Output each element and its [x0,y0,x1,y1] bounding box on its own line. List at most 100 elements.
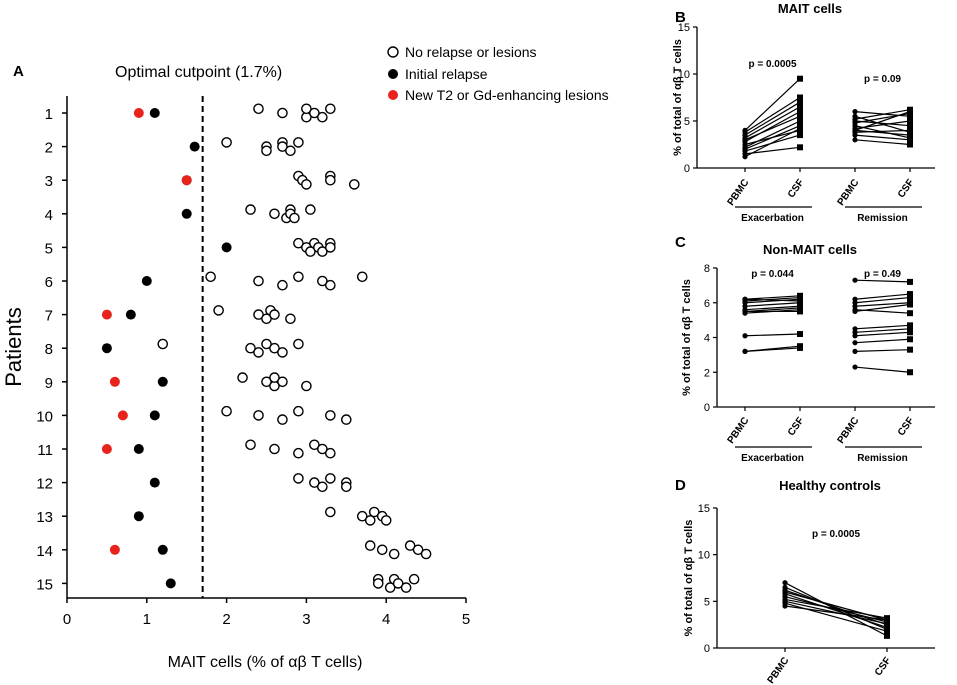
point-csf [797,103,803,110]
a-x-tick-label: 4 [382,611,390,628]
a-point-no-relapse [309,107,320,119]
a-point-no-relapse [301,179,312,190]
pair-line [854,120,911,127]
a-point-no-relapse [293,473,304,484]
a-point-no-relapse [261,313,272,325]
cutpoint-title: Optimal cutpoint (1.7%) [115,64,282,81]
a-point-no-relapse [404,540,416,551]
point-csf [797,303,803,310]
group-label: Remission [857,213,908,224]
y-tick-label: 5 [704,596,710,608]
pair-line [854,324,911,330]
point-csf [797,127,803,134]
point-csf [797,308,803,315]
a-point-no-relapse [305,246,316,257]
point-csf [797,75,803,82]
a-point-no-relapse [364,515,376,526]
point-csf [907,122,913,129]
y-axis-label: % of total of αβ T cells [683,520,695,637]
a-point-no-relapse [325,410,336,421]
pair-line [854,279,911,283]
pair-line [854,139,911,146]
a-y-label: Patients [1,307,26,387]
a-point-no-relapse [245,439,256,451]
a-point-no-relapse [213,305,224,316]
point-csf [907,134,913,141]
y-tick-label: 0 [684,163,690,175]
a-point-new-lesions [101,309,112,320]
a-point-no-relapse [245,342,256,354]
a-point-no-relapse [325,447,336,459]
pair-line [854,134,911,141]
point-csf [797,118,803,124]
a-point-no-relapse [325,242,336,253]
pair-line [854,115,911,133]
a-y-tick-label: 8 [45,341,53,358]
a-point-no-relapse [325,279,336,291]
point-pbmc [852,137,858,143]
point-pbmc [852,364,858,370]
a-point-new-lesions [133,108,144,118]
a-x-tick-label: 0 [63,611,71,628]
a-point-no-relapse [277,347,288,358]
point-csf [884,617,890,623]
x-tick-label: CSF [896,177,916,200]
a-point-no-relapse [301,380,312,392]
a-point-new-lesions [109,376,120,387]
a-point-no-relapse [253,309,264,320]
a-x-tick-label: 1 [143,611,151,628]
point-csf [907,336,913,343]
panel-label-d: D [675,477,686,494]
a-point-no-relapse [253,103,264,115]
pair-line [744,296,801,302]
a-point-no-relapse [285,145,296,157]
point-csf [907,325,913,332]
pair-line [744,298,801,302]
pair-line [744,78,801,131]
a-point-no-relapse [325,174,336,186]
point-csf [797,108,803,115]
a-point-new-lesions [101,444,112,454]
a-y-tick-label: 12 [36,476,53,493]
pair-line [744,146,801,155]
group-label: Exacerbation [741,453,804,464]
pair-line [854,309,911,314]
a-y-tick-label: 7 [45,308,53,325]
legend-marker-new-lesions [388,90,398,100]
point-pbmc [852,340,858,346]
point-csf [907,294,913,301]
group-label: Exacerbation [741,213,804,224]
point-csf [907,299,913,306]
a-y-tick-label: 11 [37,442,53,459]
point-pbmc [742,333,748,339]
legend-label: No relapse or lesions [405,44,537,60]
a-y-tick-label: 13 [36,509,53,526]
a-point-no-relapse [277,141,288,152]
a-point-no-relapse [309,439,320,451]
a-point-no-relapse [356,510,368,522]
a-point-no-relapse [400,582,412,593]
a-point-initial-relapse [165,578,176,589]
a-point-no-relapse [340,481,352,493]
a-point-no-relapse [340,414,352,425]
y-axis-label: % of total of αβ T cells [672,39,684,156]
point-pbmc [852,277,858,283]
a-y-tick-label: 1 [45,106,53,123]
a-point-no-relapse [261,376,272,388]
pair-line [854,338,911,344]
point-csf [907,141,913,148]
a-point-no-relapse [317,443,328,455]
a-point-no-relapse [285,313,296,325]
a-point-no-relapse [245,204,256,215]
a-point-no-relapse [253,410,264,421]
a-point-initial-relapse [133,511,144,522]
pair-line [854,111,911,117]
x-tick-label: CSF [786,415,806,438]
y-tick-label: 2 [704,367,710,379]
pair-line [744,295,801,300]
a-point-initial-relapse [181,208,192,219]
a-point-no-relapse [388,548,400,560]
legend-label: New T2 or Gd-enhancing lesions [405,87,609,103]
a-point-initial-relapse [141,276,152,286]
a-point-no-relapse [277,376,288,388]
